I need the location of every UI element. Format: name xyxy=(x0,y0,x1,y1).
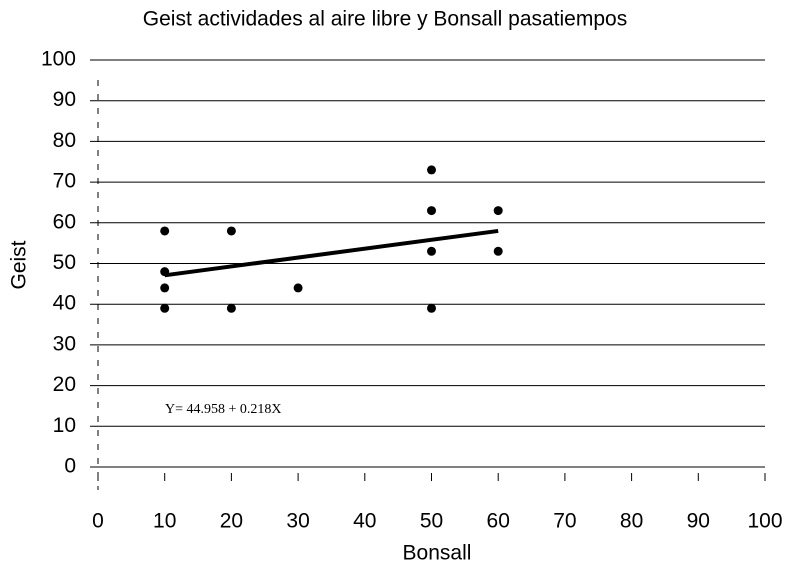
y-tick-label: 30 xyxy=(53,332,76,355)
x-tick-label: 30 xyxy=(286,510,309,533)
x-axis-label: Bonsall xyxy=(403,542,472,565)
y-tick-label: 60 xyxy=(53,210,76,233)
point xyxy=(160,226,170,236)
x-tick-label: 60 xyxy=(487,510,510,533)
x-tick-label: 100 xyxy=(747,510,782,533)
point xyxy=(226,226,236,236)
y-axis-label: Geist xyxy=(8,240,31,289)
y-tick-label: 40 xyxy=(53,292,76,315)
point xyxy=(427,165,436,175)
annotation: Y= 44.958 + 0.218X xyxy=(165,402,282,417)
y-tick-label: 10 xyxy=(53,414,76,437)
x-tick-label: 90 xyxy=(687,510,710,533)
point xyxy=(226,303,236,313)
y-tick-label: 90 xyxy=(53,88,76,111)
point xyxy=(160,303,170,313)
point xyxy=(293,283,303,293)
x-tick-label: 80 xyxy=(620,510,643,533)
point xyxy=(160,283,170,293)
point xyxy=(493,246,503,256)
x-tick-label: 0 xyxy=(92,510,104,533)
point xyxy=(427,303,436,313)
x-tick-label: 20 xyxy=(220,510,243,533)
y-tick-label: 50 xyxy=(53,251,76,274)
trendline xyxy=(164,228,499,278)
x-tick-label: 50 xyxy=(420,510,443,533)
x-tick-label: 70 xyxy=(553,510,576,533)
x-tick-label: 40 xyxy=(353,510,376,533)
point xyxy=(427,246,436,256)
y-tick-label: 0 xyxy=(64,455,76,478)
y-tick-label: 100 xyxy=(41,48,76,71)
y-tick-label: 80 xyxy=(53,129,76,152)
point xyxy=(427,206,436,216)
point xyxy=(493,206,503,216)
y-tick-label: 70 xyxy=(53,170,76,193)
y-tick-label: 20 xyxy=(53,373,76,396)
chart-title: Geist actividades al aire libre y Bonsal… xyxy=(143,8,627,31)
x-tick-label: 10 xyxy=(153,510,176,533)
